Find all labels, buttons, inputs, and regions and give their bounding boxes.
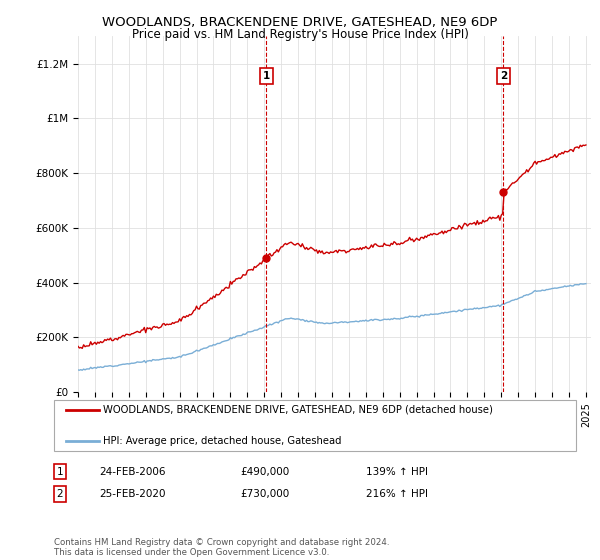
Text: 25-FEB-2020: 25-FEB-2020 — [99, 489, 166, 499]
Text: 2: 2 — [56, 489, 64, 499]
Text: 2: 2 — [500, 71, 507, 81]
Text: Price paid vs. HM Land Registry's House Price Index (HPI): Price paid vs. HM Land Registry's House … — [131, 28, 469, 41]
Text: 216% ↑ HPI: 216% ↑ HPI — [366, 489, 428, 499]
Text: 139% ↑ HPI: 139% ↑ HPI — [366, 466, 428, 477]
Text: £730,000: £730,000 — [240, 489, 289, 499]
Text: WOODLANDS, BRACKENDENE DRIVE, GATESHEAD, NE9 6DP: WOODLANDS, BRACKENDENE DRIVE, GATESHEAD,… — [103, 16, 497, 29]
Text: WOODLANDS, BRACKENDENE DRIVE, GATESHEAD, NE9 6DP (detached house): WOODLANDS, BRACKENDENE DRIVE, GATESHEAD,… — [103, 405, 493, 415]
Text: £490,000: £490,000 — [240, 466, 289, 477]
Text: 24-FEB-2006: 24-FEB-2006 — [99, 466, 166, 477]
Text: 1: 1 — [56, 466, 64, 477]
Text: 1: 1 — [263, 71, 270, 81]
Text: Contains HM Land Registry data © Crown copyright and database right 2024.
This d: Contains HM Land Registry data © Crown c… — [54, 538, 389, 557]
Text: HPI: Average price, detached house, Gateshead: HPI: Average price, detached house, Gate… — [103, 436, 342, 446]
